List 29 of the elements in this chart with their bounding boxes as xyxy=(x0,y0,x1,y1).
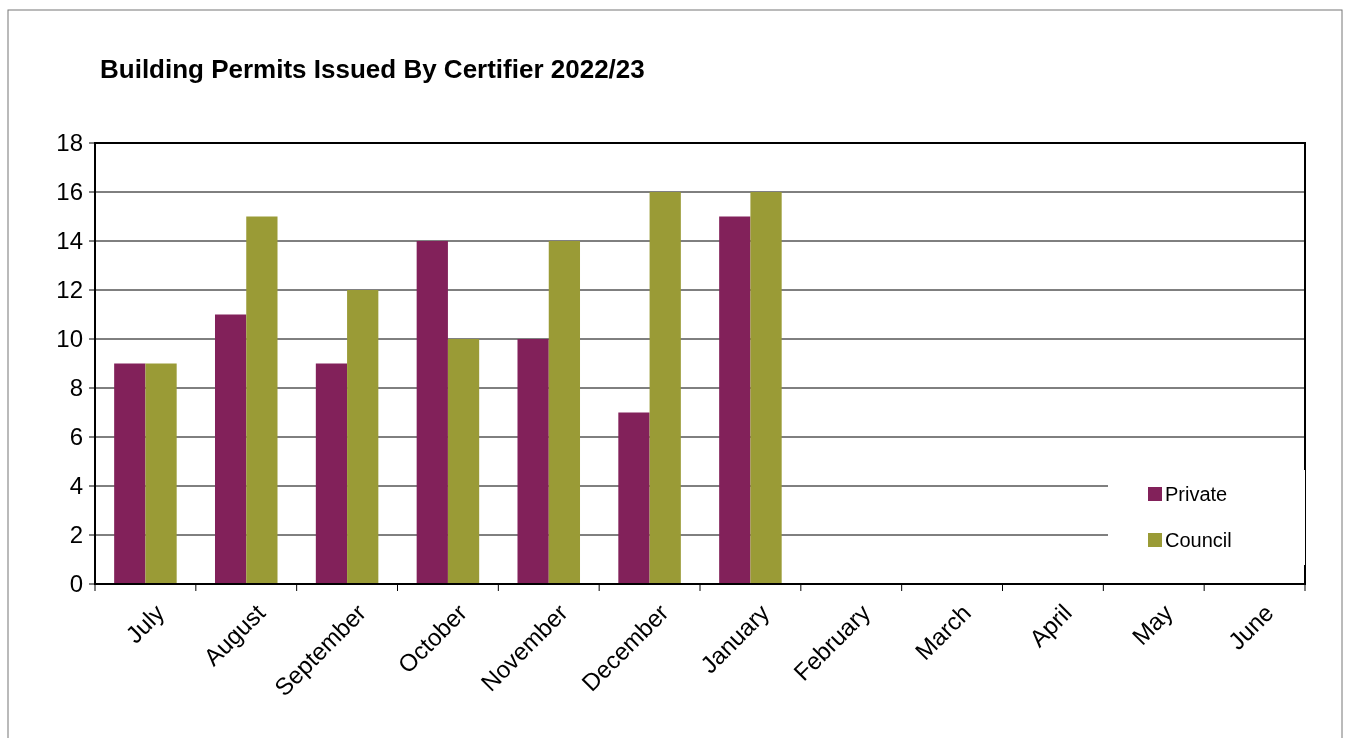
y-tick-label: 6 xyxy=(69,423,83,450)
x-tick-label: July xyxy=(120,598,170,649)
y-tick-label: 2 xyxy=(69,521,83,548)
y-tick-label: 4 xyxy=(69,472,83,499)
y-tick-label: 8 xyxy=(69,374,83,401)
bar xyxy=(548,241,581,584)
y-tick-label: 0 xyxy=(69,570,83,597)
bar xyxy=(315,363,348,584)
x-tick-label: May xyxy=(1126,598,1178,651)
bar xyxy=(618,412,650,584)
y-tick-label: 14 xyxy=(56,227,83,254)
bar xyxy=(447,339,480,584)
bar xyxy=(719,216,751,584)
bar xyxy=(114,363,146,584)
bar xyxy=(416,241,448,584)
y-tick-label: 12 xyxy=(56,276,83,303)
bar xyxy=(517,339,549,584)
bar xyxy=(347,290,379,584)
bar xyxy=(145,363,177,584)
y-tick-label: 18 xyxy=(56,129,83,156)
y-tick-label: 16 xyxy=(56,178,83,205)
legend-label: Private xyxy=(1165,483,1228,505)
bar xyxy=(246,216,278,584)
legend-label: Council xyxy=(1165,529,1232,551)
chart-title: Building Permits Issued By Certifier 2022/23 xyxy=(100,54,645,84)
bar xyxy=(214,314,247,584)
y-tick-label: 10 xyxy=(56,325,83,352)
bar xyxy=(750,192,782,584)
bar xyxy=(649,192,681,584)
